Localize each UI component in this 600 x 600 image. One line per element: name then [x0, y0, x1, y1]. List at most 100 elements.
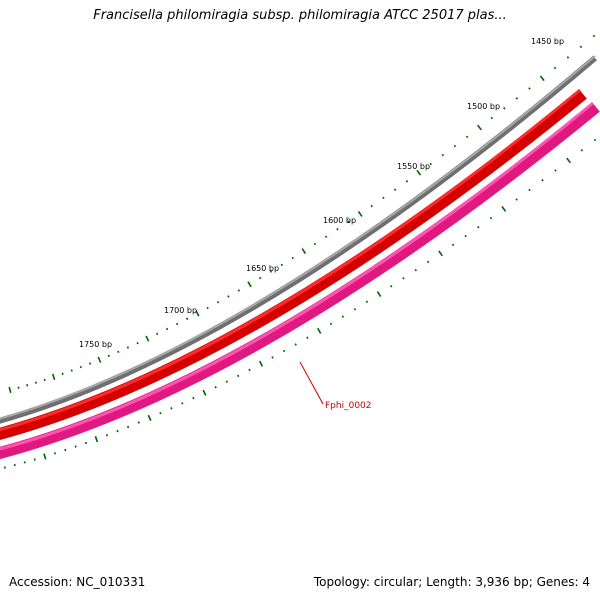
outer-tick	[429, 162, 432, 166]
outer-tick	[269, 270, 273, 273]
tick-labels: 1450 bp 1500 bp 1550 bp 1600 bp 1650 bp 1700 …	[79, 37, 564, 349]
reverse-gene-highlight	[0, 101, 594, 451]
inner-tick	[43, 453, 47, 460]
outer-tick	[165, 327, 169, 331]
outer-tick	[206, 306, 209, 310]
inner-tick	[489, 216, 493, 220]
reverse-gene-arc[interactable]	[0, 102, 600, 460]
inner-tick	[13, 463, 16, 467]
outer-tick	[34, 381, 37, 384]
inner-tick	[341, 315, 345, 318]
forward-gene-arc[interactable]	[0, 89, 587, 440]
outer-tick	[155, 332, 159, 336]
map-title: Francisella philomiragia subsp. philomir…	[93, 8, 507, 23]
outer-tick	[227, 295, 230, 298]
inner-tick	[541, 179, 544, 182]
outer-tick	[107, 354, 110, 358]
outer-tick	[382, 196, 385, 200]
outer-tick	[70, 369, 73, 372]
outer-tick	[61, 372, 64, 375]
inner-tick	[353, 307, 357, 311]
outer-tick	[528, 87, 531, 90]
tick-label-1450: 1450 bp	[531, 37, 564, 46]
gene-label-fphi-0002[interactable]: Fphi_0002	[325, 401, 372, 411]
inner-tick	[294, 343, 297, 346]
outer-tick	[126, 346, 130, 349]
outer-tick	[247, 281, 252, 288]
outer-tick	[324, 235, 328, 239]
outer-tick	[280, 263, 284, 267]
inner-tick	[192, 396, 195, 400]
tick-label-1700: 1700 bp	[164, 306, 197, 315]
outer-tick	[336, 227, 339, 231]
inner-tick	[528, 188, 531, 192]
outer-tick	[453, 144, 457, 148]
inner-tick	[33, 458, 36, 461]
outer-tick	[136, 341, 139, 345]
inner-tick	[3, 466, 6, 469]
outer-tick	[441, 153, 445, 157]
inner-tick	[170, 407, 173, 410]
gene-label-leader	[299, 361, 324, 405]
outer-tick-marks	[8, 34, 596, 394]
outer-tick	[195, 310, 200, 317]
outer-tick	[465, 135, 469, 139]
inner-tick	[236, 374, 240, 378]
inner-tick	[414, 268, 417, 272]
inner-tick	[64, 448, 67, 452]
inner-tick	[438, 250, 443, 257]
outer-tick	[539, 75, 545, 82]
inner-tick	[74, 445, 77, 448]
inner-tick	[202, 389, 207, 396]
outer-tick	[259, 276, 262, 280]
inner-tick	[181, 402, 184, 405]
outer-tick	[117, 350, 120, 354]
inner-tick	[214, 386, 217, 389]
outer-tick	[476, 124, 482, 131]
inner-tick	[84, 441, 88, 445]
outer-tick	[175, 322, 179, 326]
outer-tick	[301, 248, 307, 255]
outer-tick	[313, 242, 317, 246]
inner-tick-marks	[3, 138, 597, 469]
inner-tick	[376, 291, 382, 298]
outer-tick	[145, 335, 150, 342]
inner-tick	[53, 452, 57, 455]
outer-tick	[405, 180, 409, 183]
inner-tick	[464, 234, 467, 238]
inner-tick	[248, 368, 251, 372]
inner-tick	[317, 327, 322, 334]
outer-tick	[8, 386, 12, 394]
inner-tick	[94, 436, 99, 443]
inner-tick	[566, 157, 572, 164]
inner-tick	[258, 360, 264, 367]
outer-tick	[43, 378, 46, 382]
inner-tick	[126, 425, 130, 429]
inner-tick	[105, 434, 109, 437]
summary-text: Topology: circular; Length: 3,936 bp; Ge…	[313, 575, 590, 589]
inner-tick	[402, 277, 405, 280]
tick-label-1650: 1650 bp	[246, 264, 279, 273]
outer-tick	[347, 220, 350, 223]
outer-tick	[237, 289, 241, 292]
inner-tick	[116, 429, 119, 433]
inner-tick	[426, 260, 430, 264]
inner-tick	[451, 243, 455, 247]
tick-label-1750: 1750 bp	[79, 340, 112, 349]
inner-tick	[477, 225, 480, 229]
outer-tick	[416, 169, 422, 176]
inner-tick	[329, 322, 333, 326]
inner-tick	[159, 411, 162, 415]
outer-tick	[17, 386, 20, 389]
tick-label-1600: 1600 bp	[323, 216, 356, 225]
backbone-arc	[0, 55, 597, 424]
inner-tick	[282, 349, 286, 353]
inner-tick	[554, 169, 557, 172]
inner-tick	[501, 206, 507, 212]
outer-tick	[566, 56, 570, 59]
accession-text: Accession: NC_010331	[9, 575, 146, 589]
inner-tick	[147, 414, 152, 422]
outer-tick	[186, 317, 189, 321]
inner-tick	[515, 198, 518, 201]
